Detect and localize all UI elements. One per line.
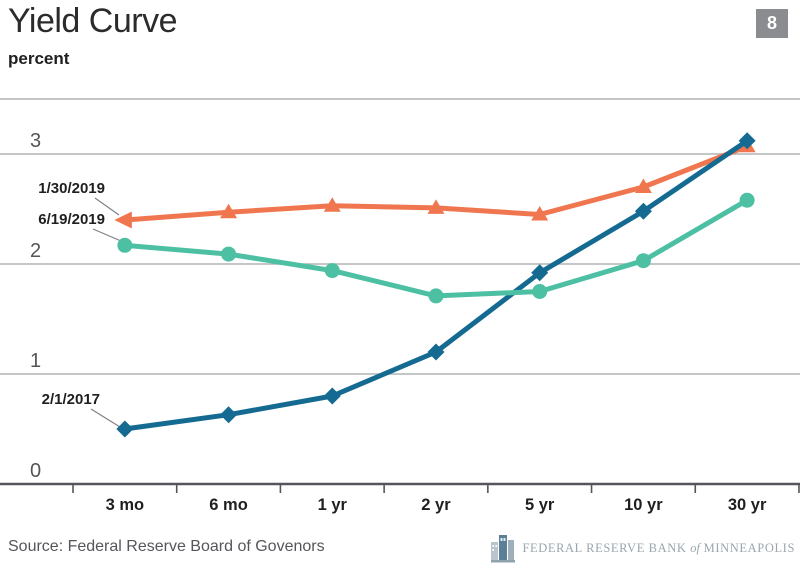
buildings-icon [491,535,516,563]
series-marker-6/19/2019 [117,237,133,253]
series-marker-1/30/2019 [323,197,341,212]
x-category-label: 6 mo [209,496,248,514]
series-marker-1/30/2019 [427,199,445,214]
brand-of: of [690,540,700,555]
series-marker-6/19/2019 [324,263,340,279]
series-label-2-1-2017: 2/1/2017 [41,391,100,408]
series-marker-2/1/2017 [427,343,445,361]
series-label-1-30-2019: 1/30/2019 [38,180,105,197]
minneapolis-fed-logo: FEDERAL RESERVE BANK of MINNEAPOLIS [491,533,795,563]
series-marker-2/1/2017 [323,387,341,405]
x-category-label: 10 yr [624,496,663,514]
series-label-6-19-2019: 6/19/2019 [38,211,105,228]
brand-city: MINNEAPOLIS [703,540,795,555]
series-marker-6/19/2019 [532,284,548,299]
y-tick-label-0: 0 [30,460,41,482]
page-title: Yield Curve [8,2,177,40]
x-category-label: 5 yr [525,496,555,514]
series-marker-2/1/2017 [634,202,652,220]
series-marker-2/1/2017 [738,132,756,150]
series-marker-1/30/2019 [220,203,238,219]
series-marker-6/19/2019 [221,246,237,262]
leader-line-6-19-2019 [92,228,122,242]
brand-wordmark: FEDERAL RESERVE BANK of MINNEAPOLIS [522,541,795,556]
series-marker-arrow-1/30/2019 [114,211,132,229]
y-tick-label-2: 2 [30,240,41,262]
x-category-label: 1 yr [318,496,348,514]
yield-curve-chart: 0 1 2 3 3 mo 6 mo 1 yr 2 yr 5 yr 10 yr 30 yr [0,98,800,514]
leader-line-2-1-2017 [90,408,121,428]
x-category-label: 2 yr [421,496,451,514]
x-category-label: 30 yr [728,496,767,514]
brand-name: FEDERAL RESERVE BANK [522,540,687,555]
y-axis-unit-label: percent [8,49,70,68]
source-note: Source: Federal Reserve Board of Govenor… [8,538,325,555]
x-category-label: 3 mo [106,496,145,514]
y-tick-label-3: 3 [30,130,41,152]
series-marker-2/1/2017 [220,406,238,424]
series-marker-6/19/2019 [739,192,755,208]
series-marker-6/19/2019 [635,253,651,269]
leader-line-1-30-2019 [94,197,120,216]
series-marker-1/30/2019 [531,206,549,221]
page-number-badge: 8 [756,9,788,38]
y-tick-label-1: 1 [30,350,41,372]
series-marker-1/30/2019 [634,178,652,193]
series-marker-2/1/2017 [116,420,134,438]
series-marker-6/19/2019 [428,288,444,304]
series-marker-2/1/2017 [531,264,549,282]
